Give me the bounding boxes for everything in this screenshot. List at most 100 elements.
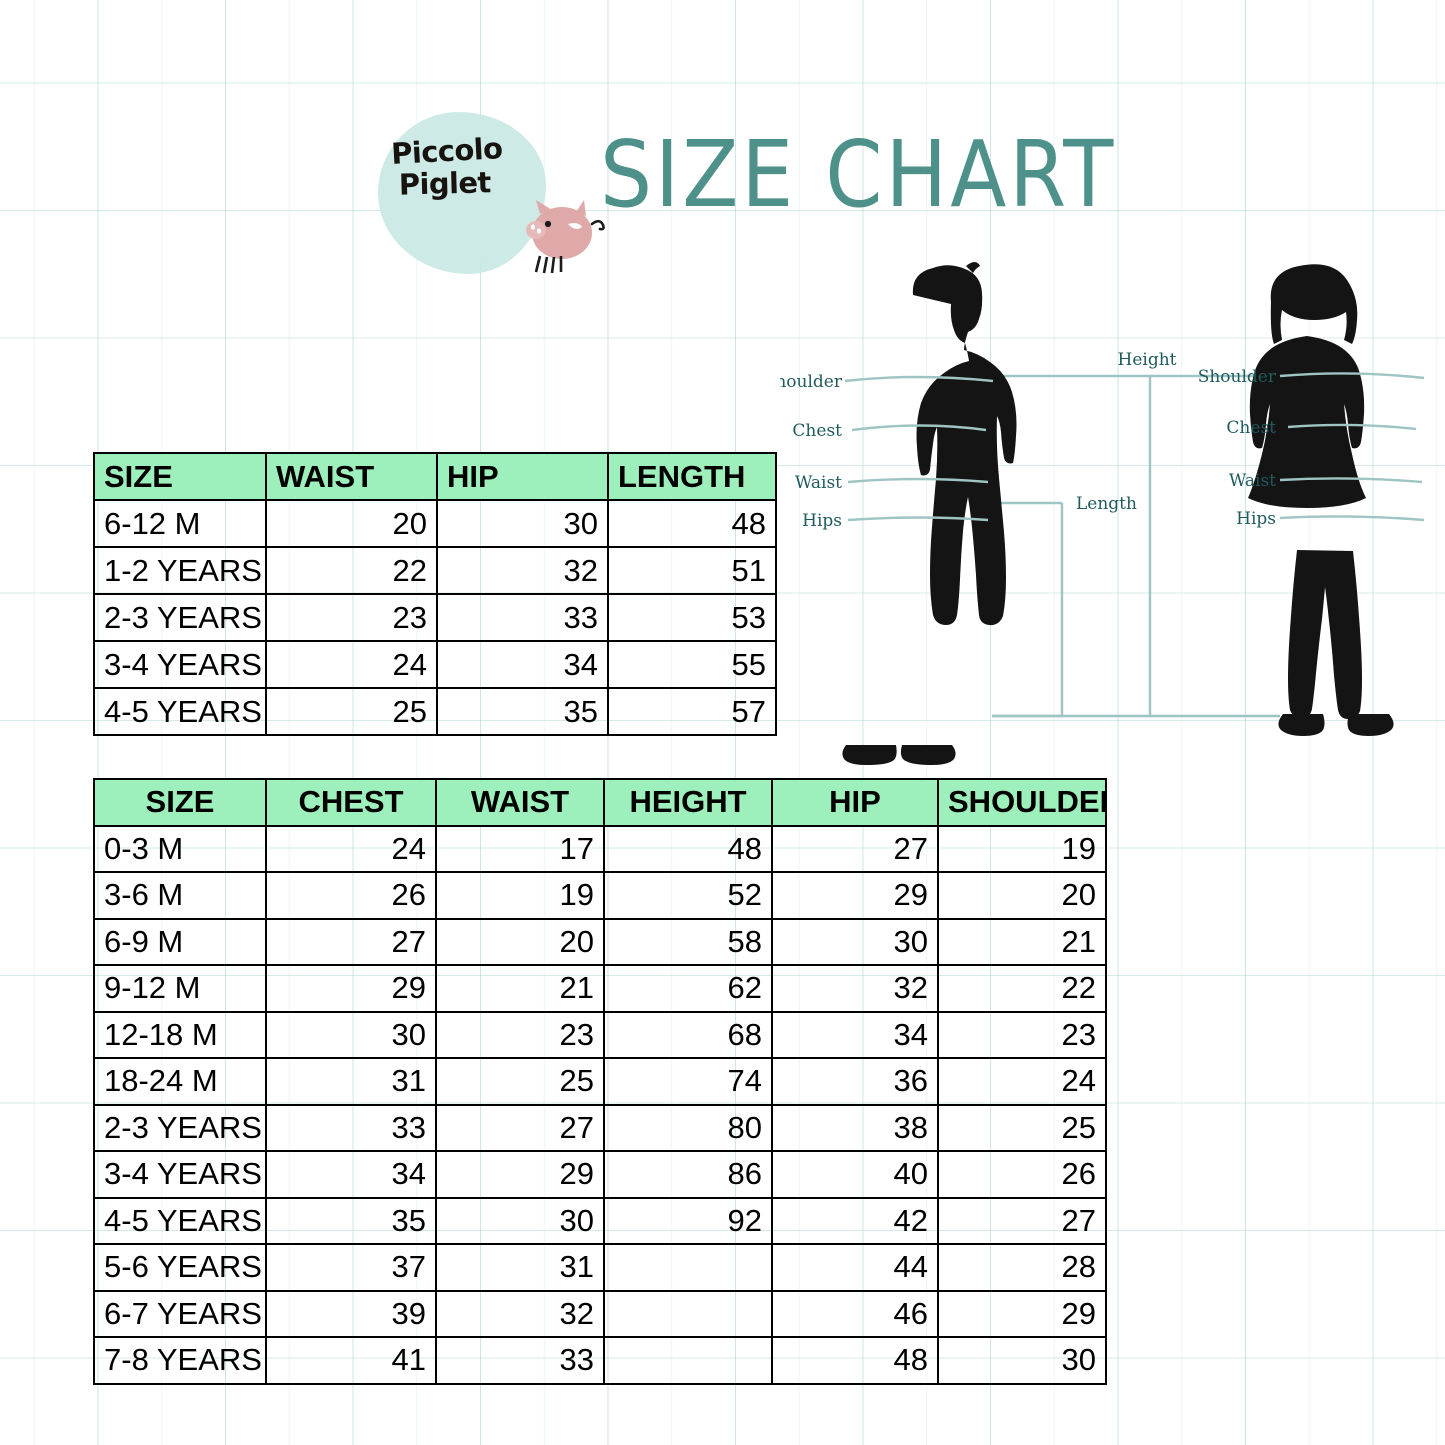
table-row: 6-7 YEARS 39 32 46 29 [93,1289,1107,1338]
value-cell [603,1243,773,1292]
value-cell: 48 [771,1336,939,1385]
value-cell: 35 [436,687,609,736]
value-cell: 33 [435,1336,605,1385]
value-cell: 30 [435,1196,605,1245]
value-cell: 39 [265,1289,437,1338]
boy-silhouette-icon [842,262,1017,765]
value-cell: 35 [265,1196,437,1245]
value-cell: 92 [603,1196,773,1245]
value-cell: 23 [265,593,438,642]
column-header-length: LENGTH [607,452,777,501]
value-cell: 38 [771,1103,939,1152]
value-cell: 40 [771,1150,939,1199]
value-cell: 21 [435,964,605,1013]
value-cell: 20 [265,499,438,548]
girl-silhouette-icon [1248,264,1394,736]
value-cell: 36 [771,1057,939,1106]
body-size-table: SIZE CHEST WAIST HEIGHT HIP SHOULDER 0-3 M 24 1… [93,778,1107,1385]
column-header-shoulder: SHOULDER [937,778,1107,827]
table-header-row: SIZE CHEST WAIST HEIGHT HIP SHOULDER [93,778,1107,827]
size-cell: 3-4 YEARS [93,640,267,689]
value-cell: 28 [937,1243,1107,1292]
column-header-size: SIZE [93,778,267,827]
value-cell: 74 [603,1057,773,1106]
girl-measure-lines-icon [1279,372,1425,522]
size-cell: 1-2 YEARS [93,546,267,595]
girl-shoulder-label: Shoulder [1198,367,1277,387]
value-cell: 20 [937,871,1107,920]
value-cell: 41 [265,1336,437,1385]
value-cell: 57 [607,687,777,736]
column-header-size: SIZE [93,452,267,501]
value-cell: 46 [771,1289,939,1338]
table-row: 9-12 M 29 21 62 32 22 [93,964,1107,1013]
value-cell: 25 [265,687,438,736]
value-cell: 48 [607,499,777,548]
value-cell: 53 [607,593,777,642]
value-cell: 51 [607,546,777,595]
boy-waist-label: Waist [795,473,842,493]
value-cell: 37 [265,1243,437,1292]
value-cell: 33 [265,1103,437,1152]
page-title: SIZE CHART [600,122,1117,229]
length-label: Length [1076,494,1137,514]
column-header-hip: HIP [771,778,939,827]
size-cell: 0-3 M [93,824,267,873]
value-cell: 80 [603,1103,773,1152]
value-cell: 24 [265,824,437,873]
table-row: 2-3 YEARS 23 33 53 [93,593,777,642]
value-cell: 30 [265,1010,437,1059]
value-cell: 26 [937,1150,1107,1199]
value-cell: 32 [435,1289,605,1338]
boy-chest-label: Chest [792,421,842,441]
column-header-height: HEIGHT [603,778,773,827]
table-row: 6-12 M 20 30 48 [93,499,777,548]
value-cell: 24 [265,640,438,689]
value-cell: 32 [436,546,609,595]
table-row: 18-24 M 31 25 74 36 24 [93,1057,1107,1106]
value-cell: 62 [603,964,773,1013]
column-header-waist: WAIST [265,452,438,501]
value-cell: 68 [603,1010,773,1059]
value-cell: 25 [937,1103,1107,1152]
size-cell: 3-6 M [93,871,267,920]
value-cell: 26 [265,871,437,920]
value-cell: 23 [937,1010,1107,1059]
value-cell: 29 [771,871,939,920]
value-cell: 29 [265,964,437,1013]
boy-measure-lines-icon [844,375,994,522]
size-cell: 4-5 YEARS [93,1196,267,1245]
value-cell: 32 [771,964,939,1013]
bottoms-size-table: SIZE WAIST HIP LENGTH 6-12 M 20 30 48 1-2 YEARS… [93,452,777,736]
watercolor-blob-inner-icon [384,118,538,266]
table-row: 4-5 YEARS 35 30 92 42 27 [93,1196,1107,1245]
value-cell: 34 [771,1010,939,1059]
value-cell: 31 [435,1243,605,1292]
pig-icon [526,200,605,274]
girl-waist-label: Waist [1229,471,1276,491]
table-row: 3-6 M 26 19 52 29 20 [93,871,1107,920]
size-cell: 18-24 M [93,1057,267,1106]
value-cell: 58 [603,917,773,966]
table-row: 5-6 YEARS 37 31 44 28 [93,1243,1107,1292]
value-cell: 55 [607,640,777,689]
value-cell: 48 [603,824,773,873]
value-cell: 27 [937,1196,1107,1245]
column-header-waist: WAIST [435,778,605,827]
value-cell: 30 [436,499,609,548]
girl-hips-label: Hips [1236,509,1276,529]
value-cell: 22 [265,546,438,595]
table-row: 3-4 YEARS 24 34 55 [93,640,777,689]
table-body: 6-12 M 20 30 48 1-2 YEARS 22 32 51 2-3 YEARS 23 33… [93,499,777,736]
value-cell: 20 [435,917,605,966]
value-cell: 33 [436,593,609,642]
value-cell: 21 [937,917,1107,966]
value-cell: 29 [937,1289,1107,1338]
table-row: 4-5 YEARS 25 35 57 [93,687,777,736]
value-cell: 24 [937,1057,1107,1106]
boy-hips-label: Hips [802,511,842,531]
column-header-chest: CHEST [265,778,437,827]
value-cell: 23 [435,1010,605,1059]
girl-chest-label: Chest [1226,418,1276,438]
value-cell: 44 [771,1243,939,1292]
